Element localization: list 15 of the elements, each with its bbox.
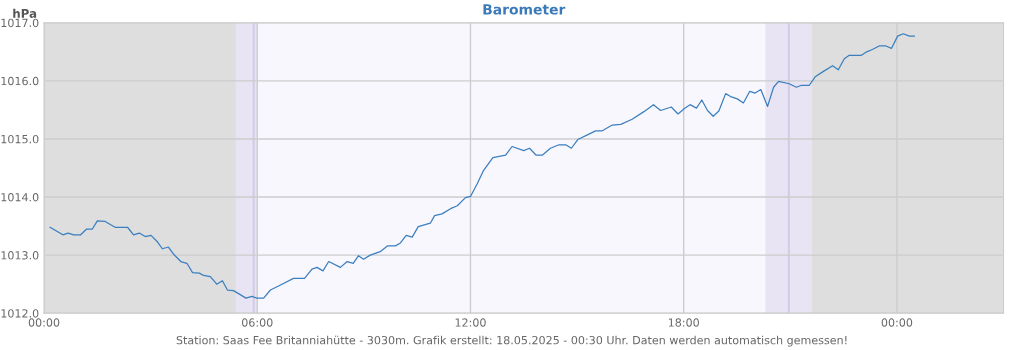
x-tick-label: 00:00: [28, 318, 60, 327]
y-tick-label: 1017.0: [1, 18, 39, 28]
x-tick-label: 18:00: [668, 318, 699, 327]
y-tick-label: 1013.0: [1, 251, 39, 260]
x-tick-label: 00:00: [881, 318, 913, 327]
y-tick-label: 1012.0: [1, 309, 39, 318]
y-tick-label: 1014.0: [1, 193, 39, 202]
y-axis-title: hPa: [13, 8, 37, 18]
y-tick-label: 1016.0: [1, 76, 39, 86]
text: Station: Saas Fee Britanniahütte - 3030m. Grafik erstellt: 18.05.2025 - 00:30 Uhr. Daten werden automatisch gemessen!: [176, 335, 847, 347]
line-series: [49, 33, 915, 299]
x-tick-label: 06:00: [241, 318, 273, 327]
y-tick-label: 1015.0: [1, 134, 39, 144]
x-tick-label: 12:00: [455, 318, 486, 327]
chart-title: Barometer: [483, 4, 566, 15]
